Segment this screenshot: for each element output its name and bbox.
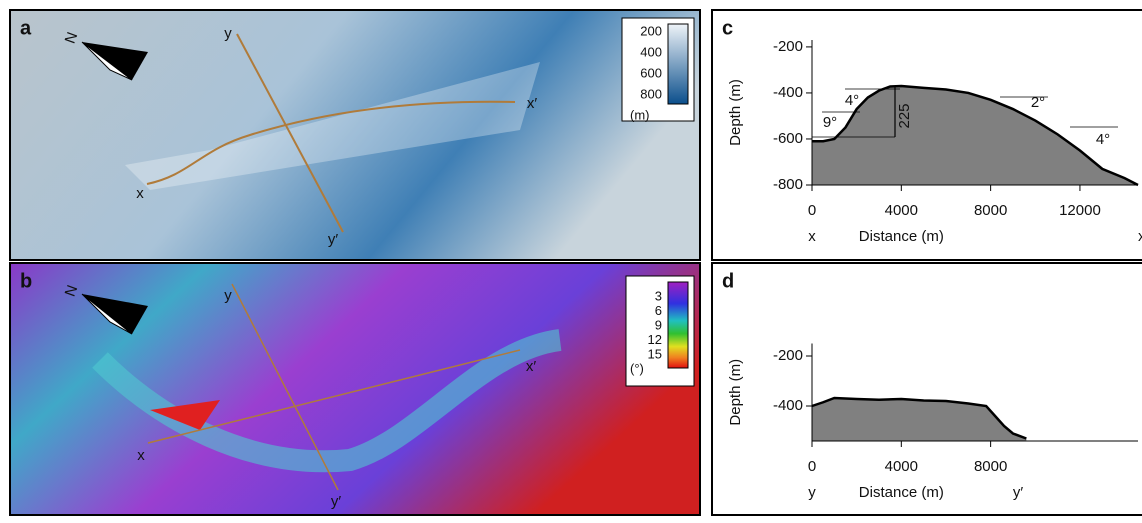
- colorbar-tick-label: 6: [655, 303, 662, 318]
- colorbar-unit: (m): [630, 107, 650, 122]
- panel-label: c: [722, 17, 733, 39]
- colorbar-tick-label: 200: [640, 23, 662, 38]
- point-label: x′: [526, 358, 537, 375]
- point-label: x: [137, 447, 145, 464]
- colorbar-tick-label: 3: [655, 288, 662, 303]
- y-tick-label: -600: [773, 130, 803, 147]
- annotation: 225: [896, 103, 913, 128]
- panel-frame: [712, 263, 1142, 515]
- x-tick-label: 8000: [974, 458, 1007, 475]
- annotation: 4°: [845, 92, 859, 109]
- colorbar-tick-label: 9: [655, 317, 662, 332]
- x-tick-label: 12000: [1059, 202, 1101, 219]
- x-axis-title: Distance (m): [859, 484, 944, 501]
- start-label: x: [808, 228, 816, 245]
- point-label: y: [224, 287, 232, 304]
- point-label: y: [224, 25, 232, 42]
- y-tick-label: -800: [773, 176, 803, 193]
- point-label: y′: [331, 493, 342, 510]
- chart-d: d -200 -400 0 4000 8000 Distance (m) y y′ Depth (…: [722, 270, 1138, 501]
- end-label: x′: [1138, 228, 1142, 245]
- point-label: x: [136, 185, 144, 202]
- y-tick-label: -400: [773, 397, 803, 414]
- colorbar: [668, 282, 688, 368]
- chart-c: c -200 -400 -600 -800 0 4000 8000 12000 Distance …: [722, 17, 1142, 245]
- annotation: 4°: [1096, 131, 1110, 148]
- area: [812, 86, 1138, 185]
- y-axis-title: Depth (m): [727, 79, 744, 146]
- end-label: y′: [1013, 484, 1024, 501]
- colorbar-tick-label: 15: [648, 346, 662, 361]
- point-label: x′: [527, 95, 538, 112]
- x-tick-label: 8000: [974, 202, 1007, 219]
- y-axis-title: Depth (m): [727, 359, 744, 426]
- figure: aN200400600800(m)yx′xy′ bN3691215(°)yx′x…: [0, 0, 1142, 518]
- colorbar-tick-label: 400: [640, 44, 662, 59]
- panel-label: b: [20, 270, 32, 292]
- colorbar-tick-label: 12: [648, 332, 662, 347]
- annotation: 9°: [823, 114, 837, 131]
- point-label: y′: [328, 231, 339, 248]
- y-tick-label: -200: [773, 38, 803, 55]
- x-tick-label: 4000: [885, 458, 918, 475]
- y-tick-label: -400: [773, 84, 803, 101]
- y-tick-label: -200: [773, 347, 803, 364]
- x-tick-label: 0: [808, 202, 816, 219]
- colorbar-tick-label: 600: [640, 65, 662, 80]
- colorbar-unit: (°): [630, 361, 644, 376]
- annotation: 2°: [1031, 94, 1045, 111]
- panel-label: d: [722, 270, 734, 292]
- area: [812, 398, 1026, 441]
- x-tick-label: 0: [808, 458, 816, 475]
- x-tick-label: 4000: [885, 202, 918, 219]
- panel-label: a: [20, 17, 32, 39]
- colorbar-tick-label: 800: [640, 86, 662, 101]
- x-axis-title: Distance (m): [859, 228, 944, 245]
- start-label: y: [808, 484, 816, 501]
- colorbar: [668, 24, 688, 104]
